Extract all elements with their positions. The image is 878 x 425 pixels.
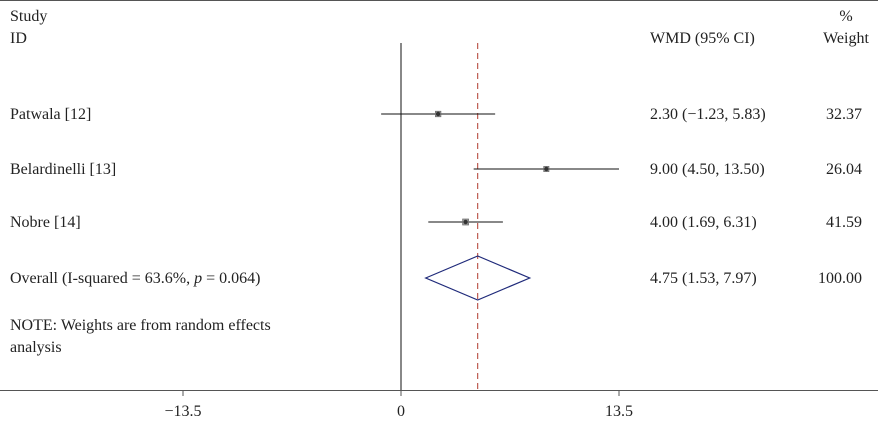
study-point-estimate bbox=[435, 111, 441, 117]
x-tick-label: −13.5 bbox=[164, 403, 201, 420]
x-tick-label: 13.5 bbox=[605, 403, 633, 420]
note-line2: analysis bbox=[10, 339, 62, 356]
header-weight-line2: Weight bbox=[823, 30, 869, 47]
header-weight-label: % Weight bbox=[816, 6, 876, 50]
study-weight-text: 32.37 bbox=[826, 106, 862, 123]
header-id-line2: ID bbox=[10, 30, 27, 47]
overall-ci-text: 4.75 (1.53, 7.97) bbox=[650, 270, 757, 287]
note-line1: NOTE: Weights are from random effects bbox=[10, 317, 271, 334]
header-weight-line1: % bbox=[839, 8, 853, 25]
header-study-label: Study ID bbox=[10, 6, 47, 50]
study-ci-text: 2.30 (−1.23, 5.83) bbox=[650, 106, 766, 123]
study-ci-text: 9.00 (4.50, 13.50) bbox=[650, 161, 765, 178]
study-label: Nobre [14] bbox=[10, 214, 81, 231]
study-weight-text: 41.59 bbox=[826, 214, 862, 231]
header-wmd-label: WMD (95% CI) bbox=[650, 30, 755, 47]
overall-diamond bbox=[424, 255, 532, 301]
study-weight-text: 26.04 bbox=[826, 161, 862, 178]
study-point-estimate bbox=[463, 219, 468, 225]
study-ci-text: 4.00 (1.69, 6.31) bbox=[650, 214, 757, 231]
overall-label: Overall (I-squared = 63.6%, p = 0.064) bbox=[10, 270, 260, 287]
study-point-estimate bbox=[544, 166, 549, 172]
overall-weight-text: 100.00 bbox=[818, 270, 862, 287]
x-tick-label: 0 bbox=[397, 403, 405, 420]
study-label: Patwala [12] bbox=[10, 106, 91, 123]
header-study-line1: Study bbox=[10, 8, 48, 25]
study-label: Belardinelli [13] bbox=[10, 161, 116, 178]
